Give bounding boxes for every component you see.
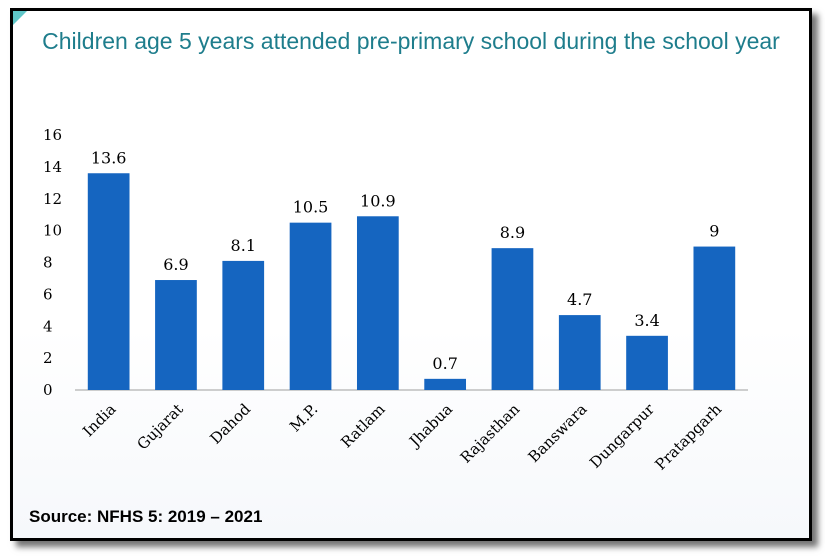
data-label: 9 [709, 222, 719, 241]
bar [491, 248, 534, 390]
data-label: 8.9 [500, 223, 525, 242]
data-label: 10.5 [293, 198, 329, 217]
slide-frame: Children age 5 years attended pre-primar… [10, 8, 812, 541]
category-label: Banswara [525, 400, 591, 466]
data-label: 13.6 [91, 148, 127, 167]
category-label: M.P. [286, 400, 321, 435]
y-tick-label: 10 [43, 222, 62, 240]
source-note: Source: NFHS 5: 2019 – 2021 [29, 507, 263, 526]
y-tick-label: 16 [43, 126, 62, 144]
bar [155, 280, 197, 390]
category-label: Rajasthan [457, 400, 524, 467]
y-tick-label: 4 [43, 317, 53, 335]
data-label: 3.4 [634, 311, 659, 330]
category-label: Jhabua [404, 400, 456, 452]
y-tick-label: 6 [43, 285, 53, 303]
corner-accent [13, 11, 27, 25]
bar [693, 246, 736, 390]
category-label: Pratapgarh [652, 400, 726, 474]
chart-title: Children age 5 years attended pre-primar… [42, 28, 780, 54]
category-label: India [79, 400, 119, 440]
y-tick-label: 14 [43, 158, 62, 176]
category-label: Ratlam [337, 400, 388, 451]
bar [356, 216, 399, 390]
data-label: 8.1 [231, 236, 256, 255]
bar [87, 173, 130, 390]
bar [289, 222, 332, 390]
bar-chart: 0 2 4 6 8 10 12 14 16 13.6 India 6.9 Gujarat 8.1 Dahod… [43, 126, 748, 474]
data-label: 0.7 [432, 354, 457, 373]
data-label: 4.7 [567, 290, 592, 309]
bar [222, 260, 265, 390]
bar [558, 315, 601, 390]
category-label: Gujarat [133, 400, 186, 453]
bar [424, 378, 467, 390]
y-tick-label: 0 [43, 381, 53, 399]
y-tick-label: 2 [43, 349, 53, 367]
category-label: Dahod [207, 400, 255, 448]
data-label: 10.9 [360, 191, 396, 210]
y-tick-label: 8 [43, 254, 53, 272]
data-label: 6.9 [163, 255, 188, 274]
y-tick-label: 12 [43, 190, 62, 208]
bar [626, 335, 668, 390]
category-label: Dungarpur [586, 400, 658, 472]
